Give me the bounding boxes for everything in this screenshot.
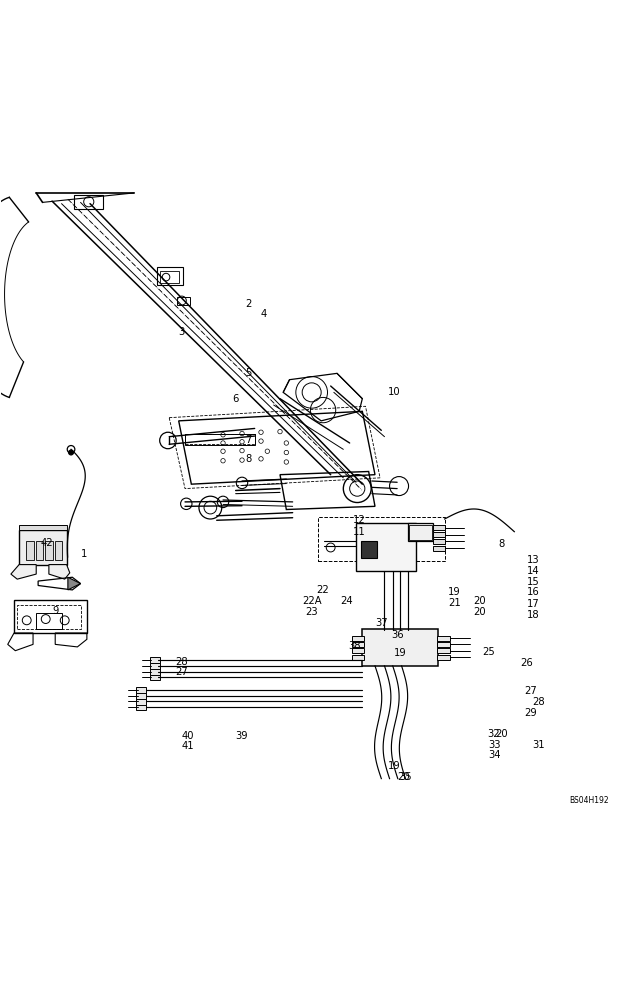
Text: 22: 22	[317, 585, 329, 595]
Bar	[136, 704, 146, 710]
Text: 42: 42	[41, 538, 53, 548]
Polygon shape	[49, 565, 70, 579]
Text: 8: 8	[245, 454, 251, 464]
Text: 8: 8	[499, 539, 505, 549]
Bar	[177, 297, 190, 305]
Bar	[149, 657, 160, 663]
Bar	[437, 642, 450, 647]
Bar	[318, 517, 445, 561]
Bar	[356, 523, 416, 571]
Bar	[361, 541, 377, 558]
Bar	[433, 532, 445, 537]
Text: 22A: 22A	[302, 596, 321, 606]
Text: 35: 35	[399, 772, 411, 782]
Bar	[149, 668, 160, 675]
Bar	[433, 546, 445, 551]
Bar	[433, 539, 445, 544]
Text: 7: 7	[245, 435, 251, 445]
Text: 20: 20	[473, 607, 486, 617]
Text: 13: 13	[527, 555, 539, 565]
Bar	[136, 698, 146, 705]
Text: 10: 10	[388, 387, 400, 397]
Bar	[36, 541, 43, 560]
Bar	[160, 271, 179, 283]
Bar	[437, 648, 450, 653]
Text: 12: 12	[353, 515, 366, 525]
Text: 38: 38	[349, 641, 361, 651]
Bar	[408, 523, 433, 541]
Bar	[26, 541, 34, 560]
Bar	[36, 613, 62, 629]
Text: 17: 17	[527, 599, 540, 609]
Text: 18: 18	[527, 610, 539, 620]
Bar	[136, 687, 146, 693]
Bar	[45, 541, 53, 560]
Text: 20: 20	[495, 729, 508, 739]
Text: 31: 31	[532, 740, 544, 750]
Bar	[352, 636, 364, 641]
Text: 28: 28	[176, 657, 188, 667]
Bar	[74, 195, 102, 209]
Text: 4: 4	[261, 309, 267, 319]
Bar	[437, 655, 450, 660]
Text: 20: 20	[473, 596, 486, 606]
Text: 19: 19	[387, 761, 400, 771]
Bar	[185, 434, 254, 444]
Text: 11: 11	[353, 527, 366, 537]
Text: 40: 40	[182, 731, 195, 741]
Bar	[409, 525, 432, 540]
Bar	[352, 648, 364, 653]
Polygon shape	[68, 577, 81, 590]
Text: 2: 2	[245, 299, 251, 309]
Text: 5: 5	[245, 368, 251, 378]
Text: 29: 29	[524, 708, 537, 718]
Bar	[19, 525, 67, 530]
Text: 23: 23	[305, 607, 318, 617]
Text: BS04H192: BS04H192	[570, 796, 609, 805]
Text: 21: 21	[448, 598, 460, 608]
Text: 9: 9	[52, 606, 59, 616]
Text: 16: 16	[527, 587, 540, 597]
Text: 37: 37	[375, 618, 387, 628]
Text: 14: 14	[527, 566, 539, 576]
Bar	[55, 541, 62, 560]
Text: 33: 33	[488, 740, 501, 750]
Text: 27: 27	[176, 667, 188, 677]
Circle shape	[69, 450, 74, 455]
Text: 24: 24	[340, 596, 353, 606]
Text: 1: 1	[81, 549, 87, 559]
Bar	[19, 530, 67, 565]
Bar	[433, 525, 445, 530]
Bar	[136, 692, 146, 699]
Text: 15: 15	[527, 577, 540, 587]
Polygon shape	[11, 565, 36, 579]
Text: 41: 41	[182, 741, 195, 751]
Bar	[149, 674, 160, 680]
Bar	[185, 434, 254, 445]
Bar	[156, 267, 183, 285]
Text: 3: 3	[179, 327, 185, 337]
Bar	[363, 629, 438, 666]
Text: 28: 28	[532, 697, 544, 707]
Text: 26: 26	[521, 658, 534, 668]
Text: 25: 25	[483, 647, 495, 657]
Text: 34: 34	[488, 750, 501, 760]
Text: 27: 27	[524, 686, 537, 696]
Text: 32: 32	[488, 729, 501, 739]
Bar	[437, 636, 450, 641]
Bar	[14, 600, 87, 633]
Bar	[352, 655, 364, 660]
Bar	[17, 605, 81, 629]
Text: 6: 6	[233, 394, 239, 404]
Bar	[149, 663, 160, 669]
Text: 19: 19	[448, 587, 460, 597]
Text: 36: 36	[391, 630, 403, 640]
Text: 20: 20	[397, 772, 410, 782]
Text: 19: 19	[394, 648, 406, 658]
Text: 39: 39	[236, 731, 248, 741]
Bar	[352, 642, 364, 647]
